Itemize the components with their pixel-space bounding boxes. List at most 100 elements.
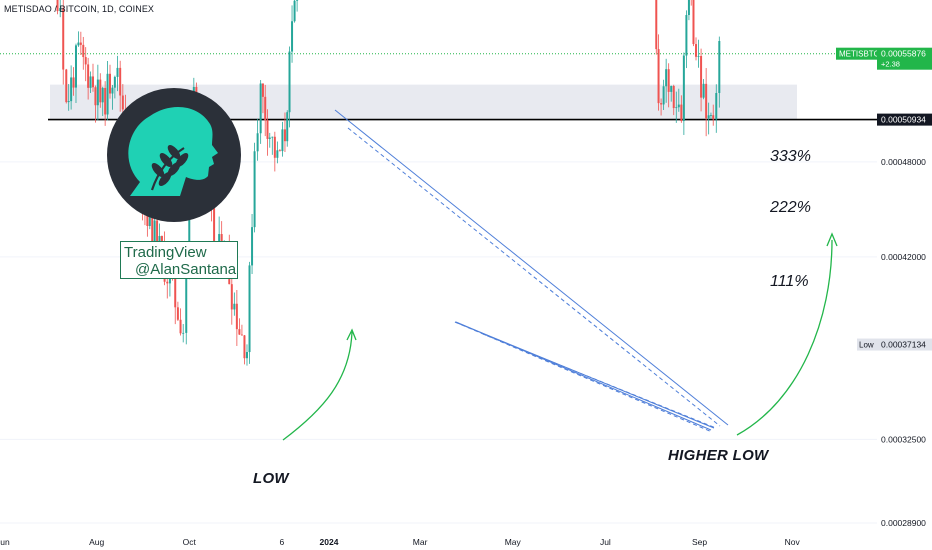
trendlines (334, 109, 729, 433)
annotation-low: LOW (253, 470, 289, 487)
candle-body (230, 284, 233, 310)
candle-body (700, 56, 703, 98)
x-tick-label: Aug (89, 537, 104, 547)
candle-body (59, 8, 62, 12)
candle-body (672, 85, 675, 109)
candle-body (153, 220, 156, 247)
candle-body (96, 79, 99, 106)
candle-body (707, 115, 710, 119)
symbol-tag-name: METISBTC (839, 50, 880, 59)
candle-body (278, 150, 281, 152)
candle-body (685, 15, 688, 56)
candle-body (99, 79, 102, 103)
candle-body (245, 352, 248, 359)
price-tag-change: +2.38 (881, 60, 900, 69)
y-tick-label: 0.00042000 (881, 252, 926, 262)
candle-body (213, 208, 216, 246)
trend-line (334, 109, 729, 426)
candle-body (261, 83, 264, 97)
candle-body (667, 69, 670, 92)
candle-body (109, 73, 112, 94)
candle-body (677, 104, 680, 108)
candle-body (156, 220, 159, 258)
candle-body (266, 120, 269, 139)
target-label-222: 222% (770, 199, 811, 216)
price-tag-bg (877, 113, 932, 126)
candle-body (670, 85, 673, 92)
candle-body (248, 265, 251, 353)
candle-body (291, 21, 294, 52)
x-tick-label: Sep (692, 537, 707, 547)
candle-body (273, 136, 276, 158)
candle-body (283, 129, 286, 142)
candle-body (695, 44, 698, 57)
candle-body (188, 184, 191, 263)
candles (56, 0, 721, 366)
candle-body (185, 262, 188, 333)
price-axis[interactable]: 0.006000000.005000000.004400000.00380000… (877, 0, 932, 550)
candle-body (70, 77, 73, 102)
candle-body (182, 332, 185, 334)
time-axis[interactable]: Jun Aug Oct 6 2024 Mar May Jul Sep Nov (0, 533, 877, 550)
candle-body (296, 0, 299, 1)
candle-body (705, 83, 708, 119)
y-tick-label: 0.00028900 (881, 518, 926, 528)
price-tags: High0.002981980.002417230.001801560.0011… (836, 47, 932, 351)
arrow-left-head (346, 328, 357, 341)
candle-body (718, 41, 721, 93)
candle-body (67, 101, 70, 103)
candle-body (687, 0, 690, 16)
candle-body (166, 281, 169, 284)
x-tick-label: May (505, 537, 522, 547)
candle-body (121, 95, 124, 110)
candle-body (264, 96, 267, 121)
candle-body (657, 49, 660, 104)
candle-body (268, 137, 271, 139)
candle-body (715, 92, 718, 120)
candle-body (256, 133, 259, 152)
candle-body (253, 151, 256, 228)
candle-body (72, 77, 75, 88)
candle-body (240, 334, 243, 336)
candle-body (74, 45, 77, 88)
annotation-higher-low: HIGHER LOW (668, 447, 769, 464)
candle-body (665, 69, 668, 87)
candle-body (101, 87, 104, 103)
candle-body (286, 112, 289, 142)
x-tick-label: Jul (600, 537, 611, 547)
candle-body (697, 56, 700, 57)
candle-body (82, 44, 85, 58)
candle-body (660, 103, 663, 105)
x-tick-label: 6 (280, 537, 285, 547)
candle-body (251, 227, 254, 266)
candle-body (174, 275, 177, 308)
candle-body (179, 319, 182, 334)
y-tick-label: 0.00048000 (881, 157, 926, 167)
candle-body (119, 67, 122, 96)
candle-body (106, 73, 109, 115)
candle-body (233, 303, 236, 310)
candle-body (655, 0, 658, 50)
price-tag-value: 0.00050934 (881, 115, 926, 125)
candle-body (243, 335, 246, 359)
x-tick-label: Oct (183, 537, 197, 547)
candle-body (84, 57, 87, 65)
branding-box: TradingView @AlanSantana (120, 241, 238, 279)
wedge-lower-line (455, 321, 712, 431)
candle-body (62, 8, 65, 70)
chart-title: METISDAO / BITCOIN, 1D, COINEX (4, 4, 155, 14)
y-tick-label: 0.00032500 (881, 434, 926, 444)
candle-body (113, 76, 116, 88)
arrows (282, 232, 838, 441)
candle-body (692, 0, 695, 45)
logo-icon (107, 88, 241, 222)
candle-body (77, 42, 80, 46)
candle-body (675, 107, 678, 109)
candle-body (271, 136, 274, 138)
price-tag-bg (877, 338, 932, 351)
candle-body (702, 83, 705, 98)
candle-body (151, 209, 154, 247)
candle-body (94, 87, 97, 106)
candle-body (680, 104, 683, 122)
